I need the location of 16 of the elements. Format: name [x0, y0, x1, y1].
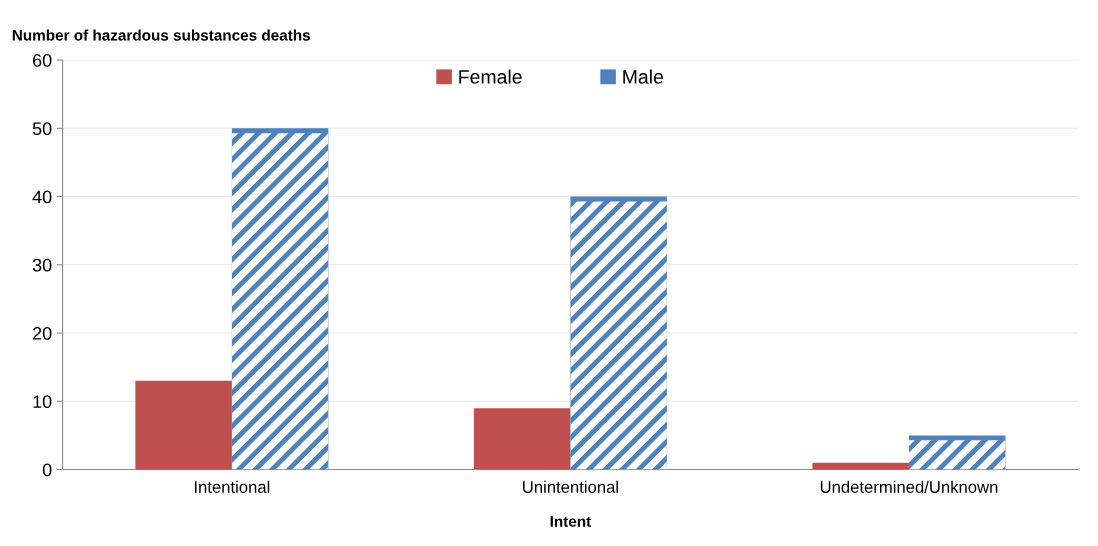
y-tick-label: 10 — [33, 395, 52, 409]
x-axis-title: Intent — [550, 516, 592, 527]
x-tick-label: Undetermined/Unknown — [820, 480, 998, 493]
legend-label: Female — [459, 69, 522, 84]
y-tick-label: 50 — [32, 122, 52, 136]
y-tick-label: 30 — [32, 258, 52, 272]
bar — [135, 380, 232, 470]
y-axis-title: Number of hazardous substances deaths — [12, 29, 311, 41]
legend-label: Male — [623, 69, 663, 84]
y-tick-label: 40 — [32, 190, 52, 204]
y-tick-label: 20 — [33, 326, 52, 340]
x-tick-label: Unintentional — [523, 480, 618, 493]
bar — [473, 408, 571, 470]
x-tick-label: Intentional — [194, 480, 270, 493]
y-tick-label: 0 — [42, 463, 52, 477]
y-tick-label: 60 — [33, 53, 52, 67]
